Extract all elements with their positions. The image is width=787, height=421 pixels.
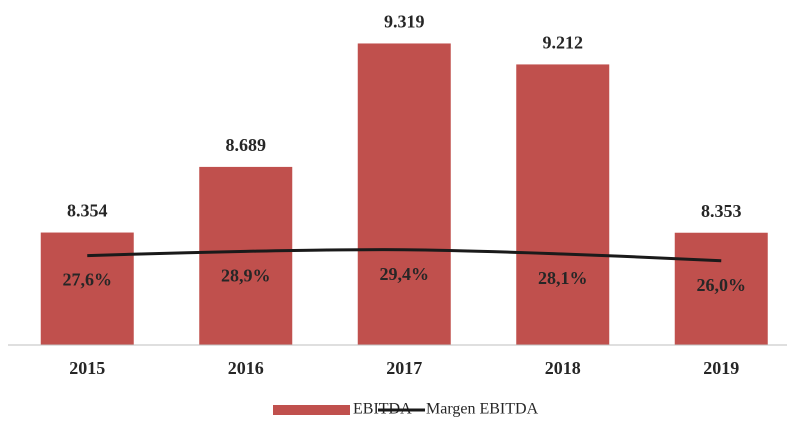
x-tick-label: 2018: [545, 358, 581, 378]
bar: [357, 43, 451, 345]
bar-value-label: 8.353: [701, 201, 742, 221]
x-tick-label: 2016: [228, 358, 264, 378]
bar: [199, 166, 293, 345]
margin-line: [87, 248, 722, 263]
x-tick-label: 2015: [69, 358, 105, 378]
legend-label: Margen EBITDA: [426, 401, 539, 418]
bar: [40, 232, 134, 345]
legend-swatch: [273, 405, 350, 415]
x-tick-label: 2017: [386, 358, 422, 378]
bar-value-label: 9.319: [384, 12, 425, 32]
x-tick-label: 2019: [703, 358, 739, 378]
bar: [674, 232, 768, 345]
line-value-label: 29,4%: [380, 264, 430, 284]
bar-value-label: 9.212: [543, 33, 584, 53]
bar: [516, 64, 610, 345]
bar-value-label: 8.689: [226, 135, 267, 155]
line-value-label: 28,9%: [221, 265, 271, 285]
bar-value-label: 8.354: [67, 201, 108, 221]
line-value-label: 27,6%: [63, 270, 113, 290]
line-value-label: 28,1%: [538, 268, 588, 288]
line-value-label: 26,0%: [697, 275, 747, 295]
